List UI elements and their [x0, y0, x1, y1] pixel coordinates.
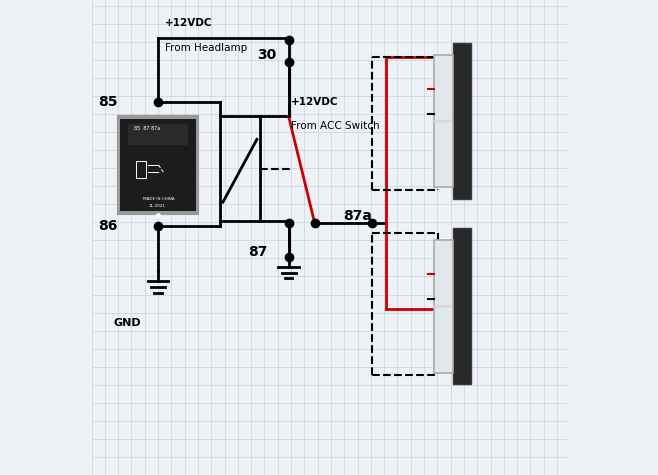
Circle shape [443, 120, 445, 122]
Circle shape [434, 120, 436, 122]
Circle shape [447, 305, 449, 307]
Text: 11-2021: 11-2021 [149, 204, 166, 208]
Circle shape [434, 305, 436, 307]
Circle shape [439, 120, 440, 122]
Bar [220, 116, 260, 221]
Text: 85  87 87a: 85 87 87a [134, 126, 160, 131]
Circle shape [443, 305, 445, 307]
Text: MADE IN CHINA: MADE IN CHINA [143, 197, 174, 201]
Bar [434, 55, 453, 188]
Circle shape [439, 305, 440, 307]
Circle shape [436, 120, 438, 122]
Text: From ACC Switch: From ACC Switch [291, 121, 380, 131]
Bar [434, 240, 453, 372]
Text: +12VDC: +12VDC [165, 19, 213, 28]
Bar [120, 119, 196, 211]
Text: 87a: 87a [343, 209, 372, 223]
Circle shape [449, 120, 451, 122]
Circle shape [436, 305, 438, 307]
Circle shape [447, 120, 449, 122]
Circle shape [441, 305, 442, 307]
Bar [128, 124, 188, 145]
Bar [118, 116, 198, 214]
Text: 87: 87 [248, 245, 267, 259]
Circle shape [445, 305, 447, 307]
Circle shape [449, 305, 451, 307]
Bar [453, 228, 471, 384]
Circle shape [441, 120, 442, 122]
Text: +12VDC: +12VDC [291, 97, 338, 107]
Text: 30: 30 [257, 48, 277, 62]
Text: 86: 86 [98, 218, 118, 233]
Bar [453, 43, 471, 199]
Circle shape [445, 120, 447, 122]
Text: From Headlamp: From Headlamp [165, 43, 247, 53]
Bar [136, 161, 145, 178]
Text: GND: GND [113, 318, 141, 328]
Text: 85: 85 [98, 95, 118, 109]
